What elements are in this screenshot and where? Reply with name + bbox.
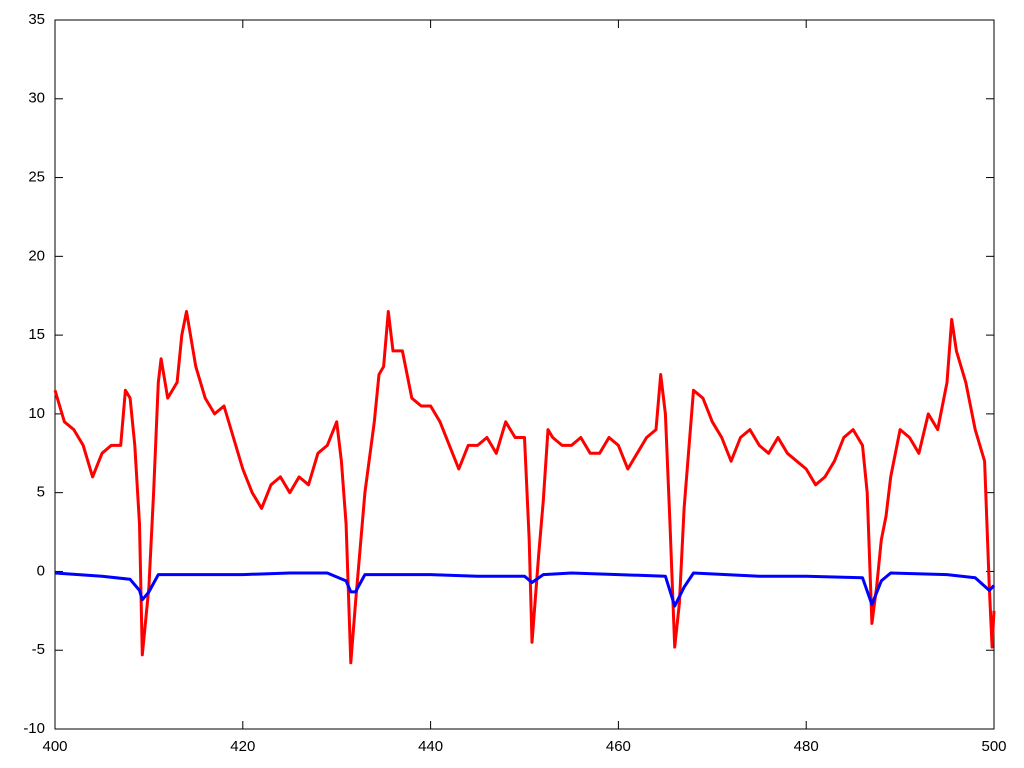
series-line (54, 571, 996, 608)
y-tick-label: 5 (37, 484, 45, 501)
y-tick-label: 0 (37, 562, 45, 579)
series-line (53, 310, 996, 665)
x-tick-label: 480 (794, 738, 819, 755)
y-tick-label: -10 (23, 720, 45, 737)
x-tick-label: 400 (42, 738, 67, 755)
y-tick-label: 10 (28, 405, 45, 422)
y-tick-label: 15 (28, 326, 45, 343)
x-tick-label: 460 (606, 738, 631, 755)
x-tick-label: 420 (230, 738, 255, 755)
plot-border (54, 19, 995, 730)
y-tick-label: 30 (28, 90, 45, 107)
y-tick-label: 25 (28, 169, 45, 186)
y-tick-label: 20 (28, 247, 45, 264)
y-tick-label: -5 (32, 641, 45, 658)
x-tick-label: 440 (418, 738, 443, 755)
y-tick-label: 35 (28, 11, 45, 28)
x-tick-label: 500 (981, 738, 1006, 755)
